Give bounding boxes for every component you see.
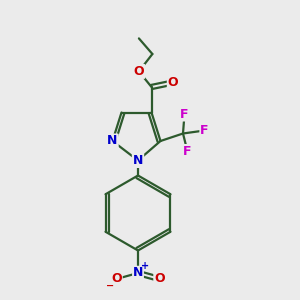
Text: N: N xyxy=(107,134,118,148)
Text: O: O xyxy=(111,272,122,286)
Text: O: O xyxy=(168,76,178,89)
Text: O: O xyxy=(154,272,165,286)
Text: F: F xyxy=(183,145,192,158)
Text: N: N xyxy=(133,266,143,280)
Text: F: F xyxy=(180,107,189,121)
Text: −: − xyxy=(106,280,114,291)
Text: N: N xyxy=(133,154,143,167)
Text: +: + xyxy=(140,261,149,272)
Text: F: F xyxy=(200,124,209,137)
Text: O: O xyxy=(134,65,144,78)
